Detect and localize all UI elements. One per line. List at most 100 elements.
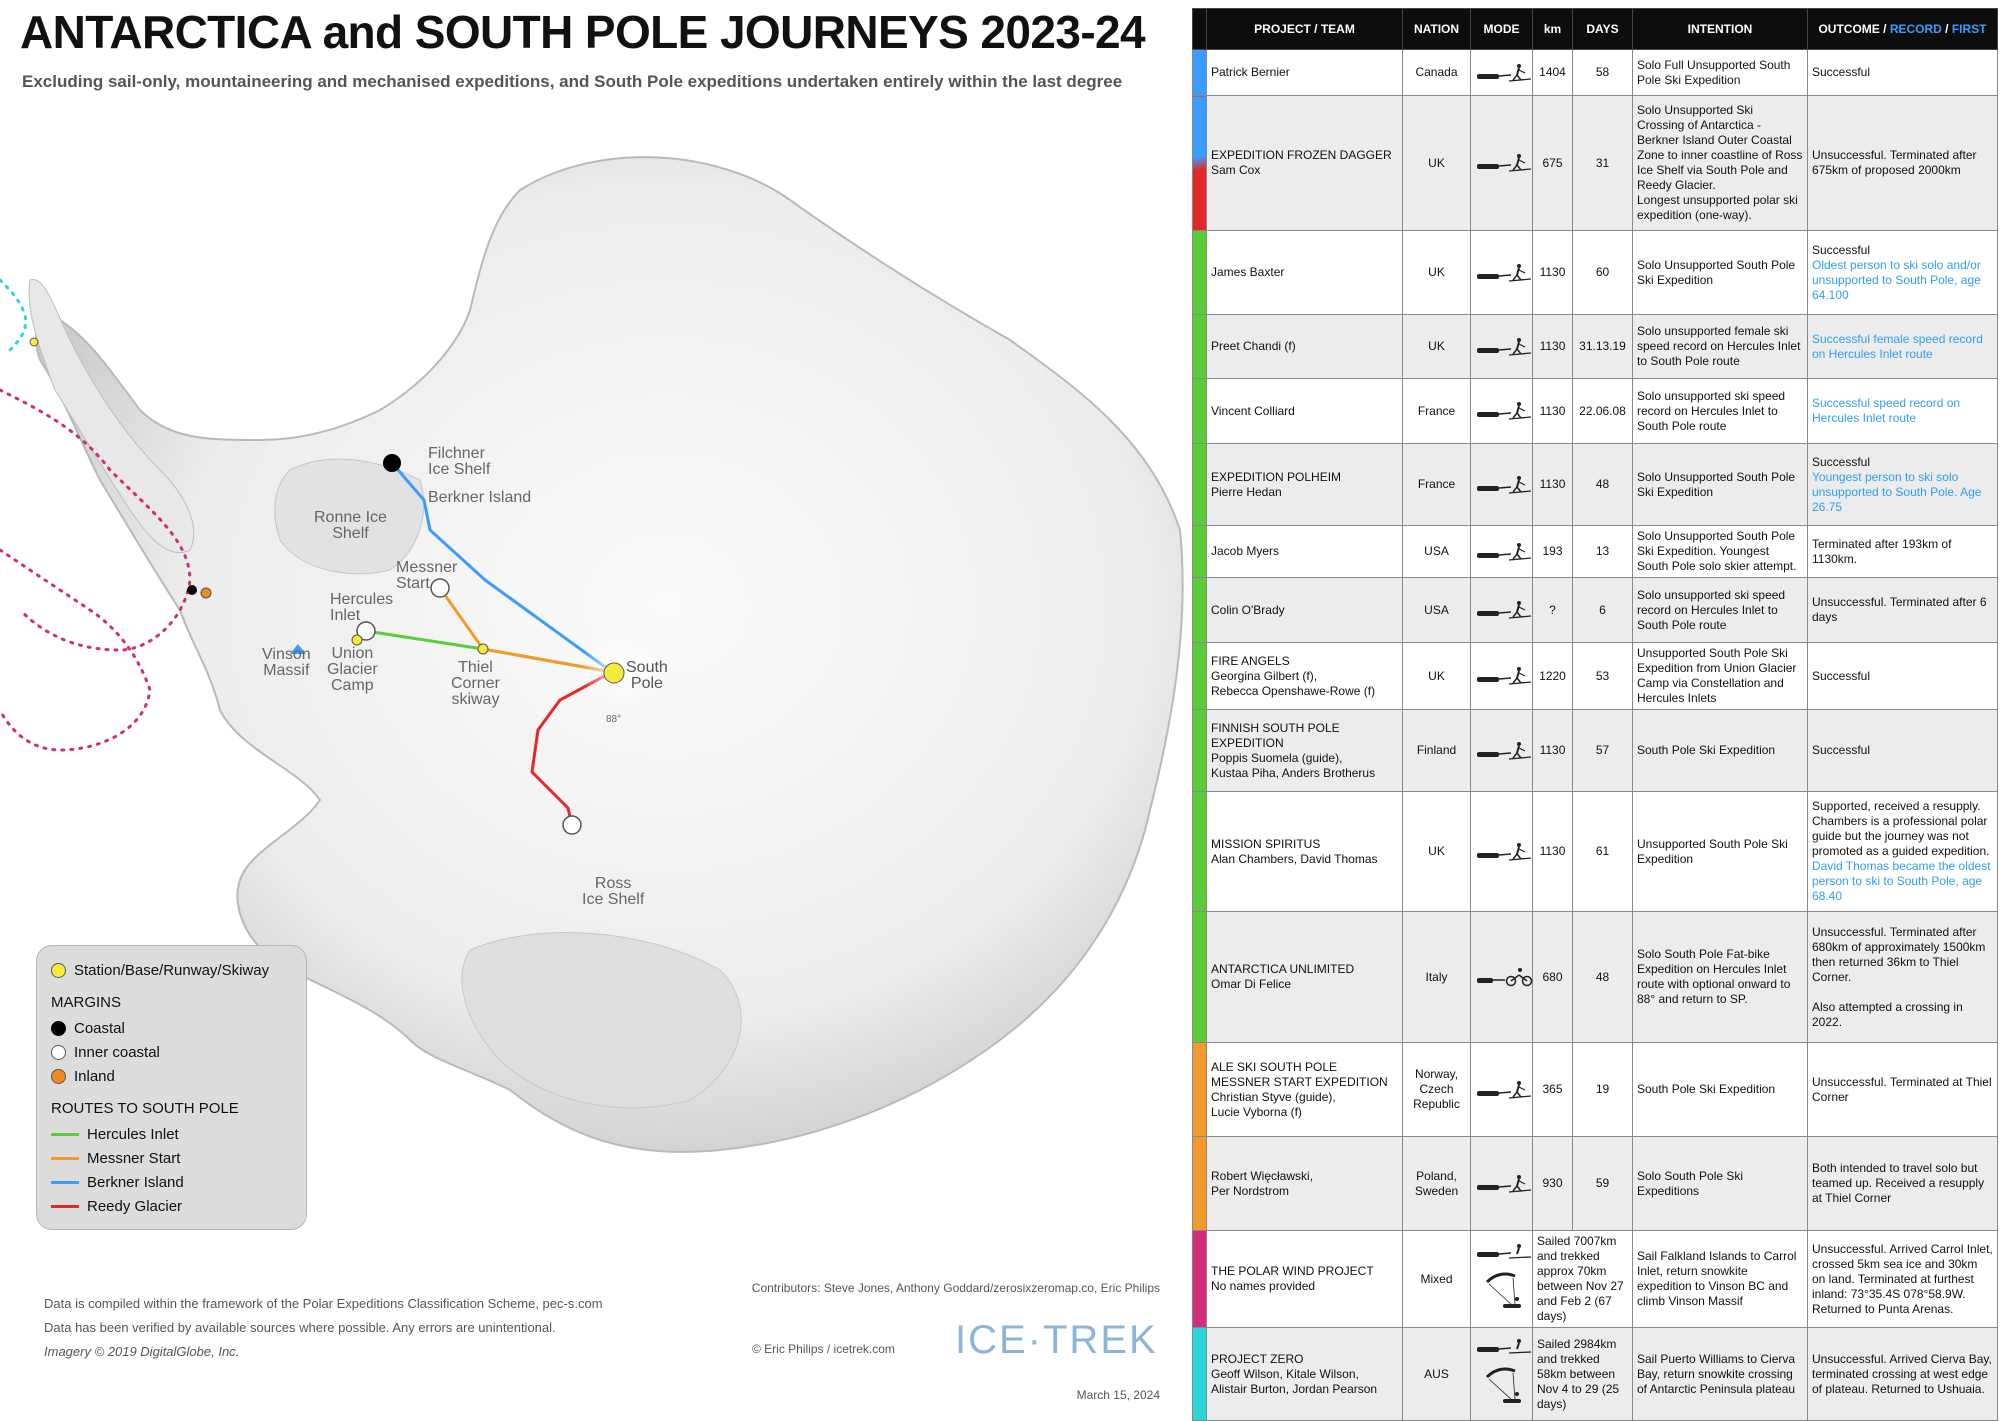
legend-inner-coastal: Inner coastal — [51, 1040, 292, 1064]
legend-station: Station/Base/Runway/Skiway — [51, 958, 292, 982]
row-days: 19 — [1572, 1042, 1633, 1137]
table-row: Patrick Bernier Canada 1404 58 Solo Full Uns… — [1192, 49, 1998, 96]
row-intention: Solo Full Unsupported South Pole Ski Exp… — [1632, 49, 1808, 96]
row-days: 61 — [1572, 791, 1633, 912]
row-project: MISSION SPIRITUS Alan Chambers, David Th… — [1206, 791, 1403, 912]
legend-coastal: Coastal — [51, 1016, 292, 1040]
row-outcome: Successful — [1807, 709, 1998, 792]
row-km: 1130 — [1532, 230, 1573, 315]
row-mode — [1470, 314, 1533, 379]
row-color-bar — [1192, 709, 1207, 792]
row-project: EXPEDITION FROZEN DAGGER Sam Cox — [1206, 95, 1403, 231]
table-row: EXPEDITION POLHEIM Pierre Hedan France 113… — [1192, 443, 1998, 526]
legend-route-hercules: Hercules Inlet — [51, 1122, 292, 1146]
row-days: 48 — [1572, 911, 1633, 1043]
station-swatch — [51, 962, 66, 978]
row-project: THE POLAR WIND PROJECT No names provided — [1206, 1230, 1403, 1328]
row-nation: France — [1402, 443, 1471, 526]
row-outcome-text: Supported, received a resupply. Chambers… — [1812, 799, 1990, 858]
row-intention: Sail Puerto Williams to Cierva Bay, retu… — [1632, 1327, 1808, 1421]
station-marker-thiel — [477, 643, 489, 655]
row-nation: UK — [1402, 95, 1471, 231]
label-vinson-massif: Vinson Massif — [262, 646, 311, 679]
table-row: Colin O'Brady USA? 6 Solo unsupported ski s… — [1192, 577, 1998, 643]
row-mode — [1470, 49, 1533, 96]
berkner-line-swatch — [51, 1180, 79, 1184]
row-color-bar — [1192, 314, 1207, 379]
footer-date: March 15, 2024 — [1076, 1388, 1160, 1402]
legend-inland-label: Inland — [74, 1067, 115, 1085]
row-outcome: Both intended to travel solo but teamed … — [1807, 1136, 1998, 1231]
row-color-bar — [1192, 1230, 1207, 1328]
row-mode — [1470, 577, 1533, 643]
row-outcome: Unsuccessful. Terminated after 6 days — [1807, 577, 1998, 643]
table-row: Vincent Colliard France 1130 22.06.08 Solo u… — [1192, 378, 1998, 444]
kite-icon — [1477, 1339, 1532, 1403]
header-outcome-label: OUTCOME / — [1818, 22, 1890, 36]
label-ross-ice-shelf: Ross Ice Shelf — [582, 875, 645, 908]
row-nation: UK — [1402, 230, 1471, 315]
label-ronne-ice-shelf: Ronne Ice Shelf — [314, 509, 387, 542]
row-outcome: Successful speed record on Hercules Inle… — [1807, 378, 1998, 444]
row-mode — [1470, 1230, 1533, 1328]
row-mode — [1470, 443, 1533, 526]
row-mode — [1470, 709, 1533, 792]
row-mode — [1470, 1042, 1533, 1137]
row-km: 193 — [1532, 525, 1573, 578]
header-days: DAYS — [1572, 8, 1633, 50]
row-outcome-text: Successful — [1812, 242, 1871, 257]
ski-sled-icon — [1477, 842, 1532, 861]
row-outcome: Successful — [1807, 49, 1998, 96]
label-hercules-inlet: Hercules Inlet — [330, 591, 394, 624]
header-intention: INTENTION — [1632, 8, 1808, 50]
row-km: ? — [1532, 577, 1573, 643]
table-body: Patrick Bernier Canada 1404 58 Solo Full Uns… — [1192, 49, 1998, 1421]
header-outcome: OUTCOME / RECORD / FIRST — [1807, 8, 1998, 50]
row-km-days: Sailed 2984km and trekked 58km between N… — [1532, 1327, 1633, 1421]
row-intention: Unsupported South Pole Ski Expedition fr… — [1632, 642, 1808, 710]
table-row: ANTARCTICA UNLIMITED Omar Di Felice Italy… — [1192, 911, 1998, 1043]
table-row: EXPEDITION FROZEN DAGGER Sam Cox UK 675 31 S… — [1192, 95, 1998, 231]
table-header-row: PROJECT / TEAM NATION MODE km DAYS INTEN… — [1192, 8, 1998, 50]
ski-sled-icon — [1477, 263, 1532, 282]
project-zero-sea-route — [0, 278, 28, 352]
table-row: PROJECT ZERO Geoff Wilson, Kitale Wilson… — [1192, 1327, 1998, 1421]
legend-station-label: Station/Base/Runway/Skiway — [74, 961, 270, 979]
row-color-bar — [1192, 1042, 1207, 1137]
row-outcome: Unsuccessful. Arrived Cierva Bay, termin… — [1807, 1327, 1998, 1421]
row-color-bar — [1192, 642, 1207, 710]
inland-swatch — [51, 1068, 66, 1084]
legend-route-reedy: Reedy Glacier — [51, 1194, 292, 1218]
row-mode — [1470, 1136, 1533, 1231]
hercules-line-swatch — [51, 1132, 79, 1136]
legend-routes-heading: ROUTES TO SOUTH POLE — [51, 1099, 239, 1117]
row-nation: AUS — [1402, 1327, 1471, 1421]
row-intention: Solo unsupported ski speed record on Her… — [1632, 378, 1808, 444]
row-color-bar — [1192, 577, 1207, 643]
row-color-bar — [1192, 95, 1207, 231]
row-days: 59 — [1572, 1136, 1633, 1231]
inner-coastal-marker-messner — [430, 578, 450, 598]
row-km: 1130 — [1532, 314, 1573, 379]
legend-berkner-label: Berkner Island — [87, 1173, 184, 1191]
ronne-ice-shelf — [274, 458, 425, 575]
row-project: James Baxter — [1206, 230, 1403, 315]
footer-pec: Data is compiled within the framework of… — [44, 1296, 603, 1311]
coastal-swatch — [51, 1020, 66, 1036]
row-outcome: Unsuccessful. Terminated at Thiel Corner — [1807, 1042, 1998, 1137]
row-intention: Solo unsupported ski speed record on Her… — [1632, 577, 1808, 643]
row-color-bar — [1192, 230, 1207, 315]
row-outcome-text: Unsuccessful. Terminated after 675km of … — [1812, 148, 1977, 177]
row-km: 1130 — [1532, 709, 1573, 792]
row-nation: Finland — [1402, 709, 1471, 792]
antarctica-map: Filchner Ice Shelf Berkner Island Ronne … — [0, 110, 1190, 1410]
row-days: 53 — [1572, 642, 1633, 710]
station-marker-peninsula — [29, 337, 39, 347]
row-project: Jacob Myers — [1206, 525, 1403, 578]
row-project: Robert Więcławski, Per Nordstrom — [1206, 1136, 1403, 1231]
row-nation: UK — [1402, 791, 1471, 912]
polar-wind-sea-route — [0, 388, 192, 752]
row-outcome-text: Unsuccessful. Terminated at Thiel Corner — [1812, 1074, 1992, 1104]
row-mode — [1470, 230, 1533, 315]
ski-sled-icon — [1477, 63, 1532, 82]
